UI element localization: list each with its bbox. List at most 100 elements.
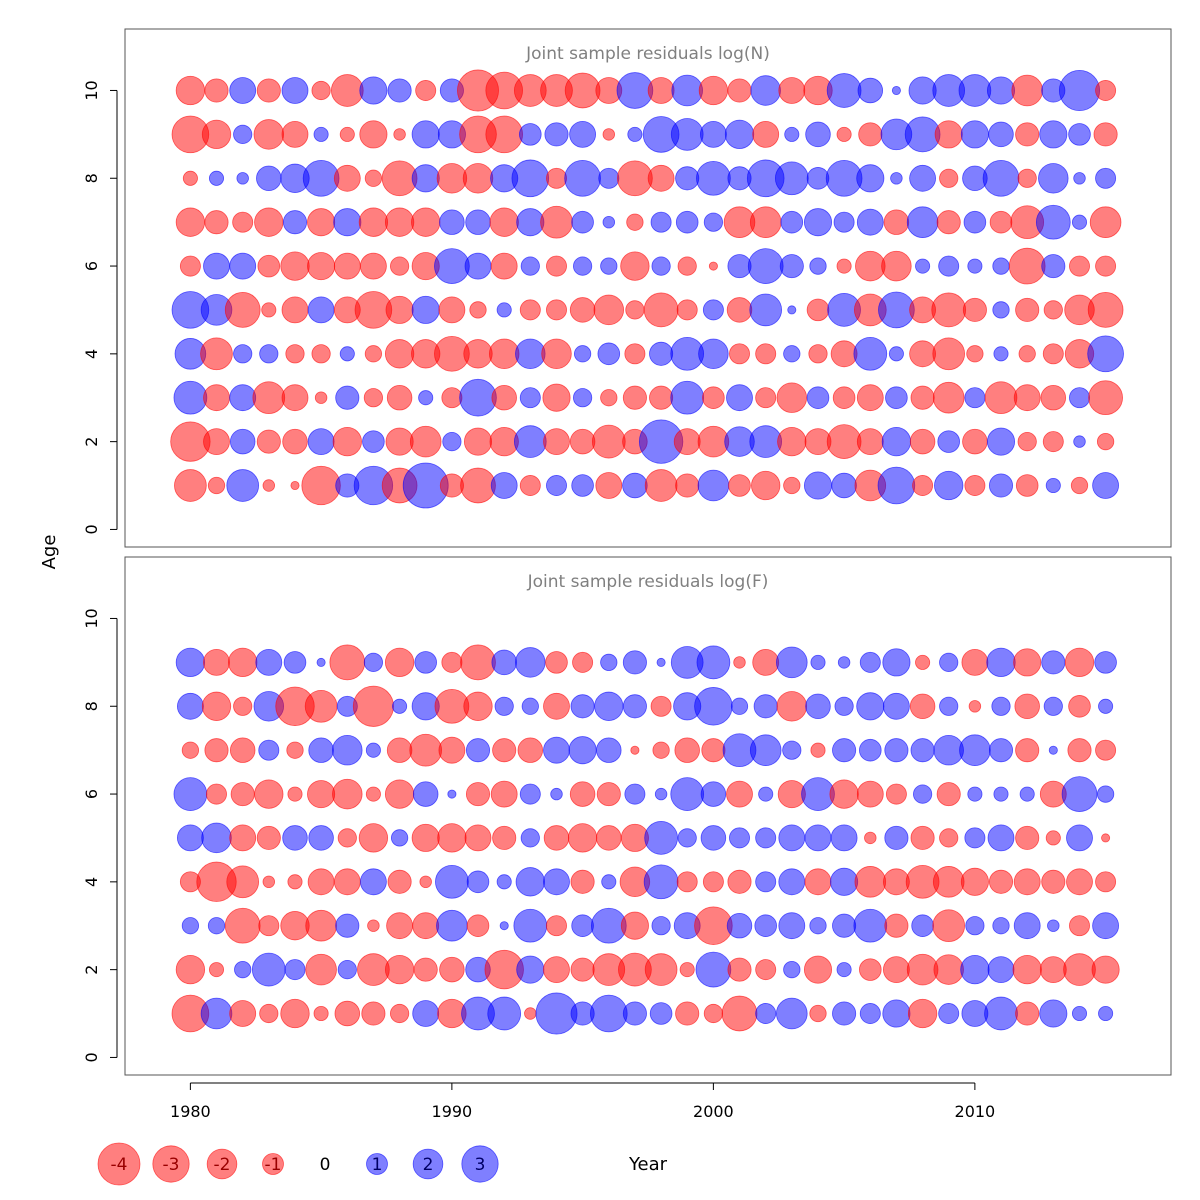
residual-bubble <box>173 777 208 811</box>
residual-bubble <box>625 300 645 320</box>
residual-bubble <box>496 302 512 318</box>
residual-bubble <box>992 257 1010 275</box>
legend-bubble <box>461 1145 499 1183</box>
legend-label: 3 <box>475 1155 486 1175</box>
residual-bubble <box>701 738 726 763</box>
legend-bubble <box>97 1142 141 1186</box>
residual-bubble <box>644 953 678 986</box>
residual-bubble <box>833 211 855 233</box>
residual-bubble <box>751 470 781 501</box>
residual-bubble <box>364 345 383 363</box>
residual-bubble <box>733 656 746 669</box>
residual-bubble <box>207 476 226 495</box>
residual-bubble <box>727 254 752 279</box>
bottom-y-axis: 0 2 4 6 8 10 <box>82 608 118 1063</box>
residual-bubble <box>622 472 648 499</box>
residual-bubble <box>384 779 415 809</box>
residual-bubble <box>853 336 888 371</box>
residual-bubble <box>499 921 509 931</box>
residual-bubble <box>992 301 1010 319</box>
residual-bubble <box>515 867 545 897</box>
residual-bubble <box>515 647 546 678</box>
residual-bubble <box>491 384 517 411</box>
residual-bubble <box>675 473 700 498</box>
residual-bubble <box>784 126 800 142</box>
residual-bubble <box>778 912 806 940</box>
residual-bubble <box>257 254 281 278</box>
residual-bubble <box>439 473 464 498</box>
residual-bubble <box>333 252 361 280</box>
residual-bubble <box>1045 477 1061 494</box>
bubble-size-legend: -4 -3 -2 -1 0 1 2 3 <box>97 1142 499 1186</box>
residual-bubble <box>674 737 700 763</box>
residual-bubble <box>568 736 597 765</box>
residual-bubble <box>700 120 727 148</box>
residual-bubble <box>203 428 230 456</box>
residual-bubble <box>643 292 679 328</box>
residual-bubble <box>520 256 540 276</box>
residual-bubble <box>513 908 548 943</box>
residual-bubble <box>492 825 517 850</box>
residual-bubble <box>419 875 432 889</box>
residual-bubble <box>489 207 519 237</box>
residual-bubble <box>727 78 752 103</box>
residual-bubble <box>877 466 916 505</box>
residual-bubble <box>776 646 808 679</box>
residual-bubble <box>1041 869 1066 894</box>
residual-bubble <box>545 651 568 674</box>
residual-bubble <box>593 294 625 326</box>
residual-bubble <box>630 745 640 755</box>
residual-bubble <box>546 475 567 496</box>
y-tick-label: 4 <box>82 349 101 359</box>
residual-bubble <box>726 384 753 412</box>
residual-bubble <box>1045 830 1061 846</box>
residual-bubble <box>281 296 309 324</box>
residual-bubble <box>644 821 678 855</box>
residual-bubble <box>313 1005 329 1022</box>
x-axis: 1980 1990 2000 2010 <box>170 1082 995 1121</box>
residual-bubble <box>464 252 492 280</box>
residual-bubble <box>1013 648 1042 677</box>
residual-bubble <box>805 693 831 720</box>
residual-bubble <box>749 206 782 238</box>
residual-bubble <box>543 428 570 456</box>
residual-bubble <box>259 344 279 364</box>
residual-bubble <box>1039 120 1068 149</box>
residual-bubble <box>697 425 730 458</box>
residual-bubble <box>519 299 541 321</box>
residual-bubble <box>364 169 383 187</box>
bottom-panel-bubbles <box>171 644 1120 1035</box>
residual-bubble <box>857 77 884 104</box>
residual-bubble <box>721 995 758 1032</box>
residual-bubble <box>359 120 388 149</box>
residual-bubble <box>466 914 490 937</box>
residual-bubble <box>755 959 777 981</box>
residual-bubble <box>1013 868 1041 896</box>
residual-bubble <box>939 652 959 672</box>
residual-bubble <box>393 128 406 141</box>
residual-bubble <box>697 469 730 502</box>
residual-bubble <box>1088 380 1123 416</box>
residual-bubble <box>891 85 901 96</box>
residual-bubble <box>837 656 851 669</box>
residual-bubble <box>755 1003 777 1024</box>
residual-bubble <box>254 779 284 809</box>
residual-bubble <box>182 170 198 186</box>
residual-bubble <box>363 652 383 672</box>
residual-bubble <box>884 913 909 938</box>
residual-bubble <box>201 119 232 150</box>
legend-bubble <box>152 1145 190 1183</box>
residual-bubble <box>832 913 857 938</box>
residual-bubble <box>696 645 731 680</box>
residual-bubble <box>727 869 752 894</box>
residual-bubble <box>993 346 1009 362</box>
y-tick-label: 2 <box>82 965 101 975</box>
residual-bubble <box>1095 739 1117 761</box>
residual-bubble <box>357 953 390 986</box>
residual-bubble <box>939 168 959 188</box>
residual-bubble <box>932 337 966 371</box>
residual-bubble <box>694 906 733 945</box>
residual-bubble <box>305 909 337 942</box>
residual-bubble <box>415 80 437 101</box>
